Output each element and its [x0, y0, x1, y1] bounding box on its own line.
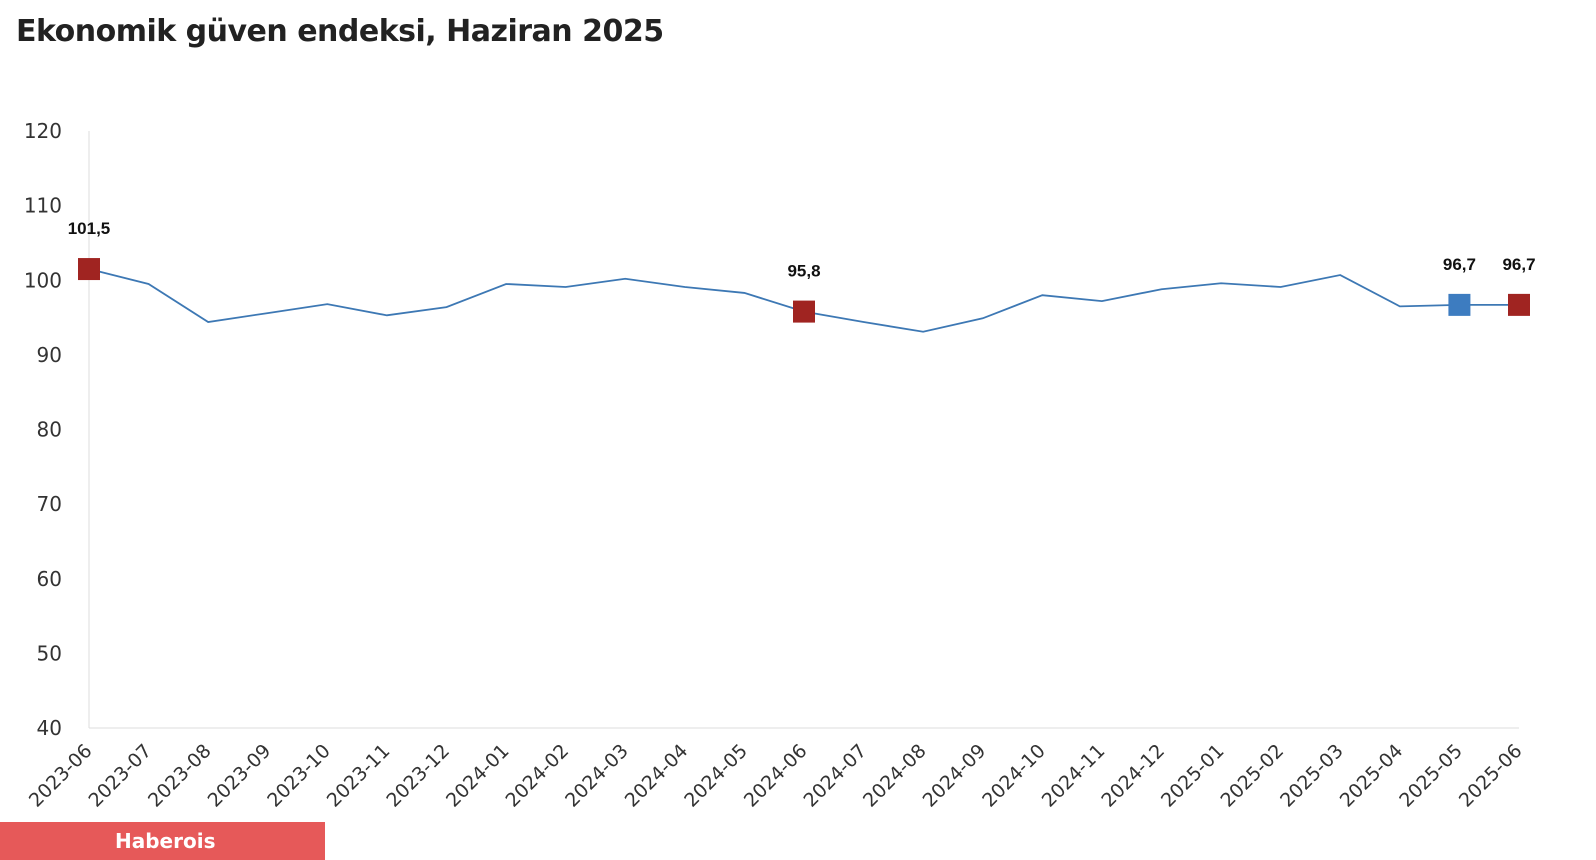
x-tick-label: 2023-09 — [204, 740, 276, 812]
x-tick-label: 2024-10 — [978, 740, 1050, 812]
x-tick-label: 2023-11 — [323, 740, 395, 812]
data-point-marker — [1508, 293, 1530, 316]
x-tick-label: 2023-08 — [144, 740, 216, 812]
x-tick-label: 2024-07 — [799, 740, 871, 812]
data-label: 96,7 — [1443, 255, 1476, 274]
y-tick-label: 50 — [37, 641, 62, 665]
x-tick-label: 2023-06 — [25, 740, 97, 812]
data-label: 95,8 — [787, 262, 820, 281]
y-tick-label: 90 — [37, 343, 62, 367]
x-tick-label: 2024-02 — [502, 740, 574, 812]
x-tick-label: 2024-09 — [919, 740, 991, 812]
y-tick-label: 100 — [24, 268, 62, 292]
y-tick-label: 110 — [24, 194, 62, 218]
chart-title: Ekonomik güven endeksi, Haziran 2025 — [16, 14, 664, 49]
y-tick-label: 70 — [37, 492, 62, 516]
data-point-marker — [78, 258, 100, 281]
x-tick-label: 2024-05 — [680, 740, 752, 812]
y-tick-label: 80 — [37, 418, 62, 442]
data-point-marker — [793, 300, 815, 323]
x-tick-label: 2024-06 — [740, 740, 812, 812]
x-tick-label: 2024-08 — [859, 740, 931, 812]
x-tick-label: 2023-10 — [263, 740, 335, 812]
x-tick-label: 2025-06 — [1455, 740, 1527, 812]
y-tick-label: 120 — [24, 119, 62, 143]
x-tick-label: 2025-01 — [1157, 740, 1229, 812]
x-tick-label: 2024-12 — [1097, 740, 1169, 812]
y-tick-label: 40 — [37, 716, 62, 740]
y-tick-label: 60 — [37, 567, 62, 591]
x-tick-label: 2023-07 — [84, 740, 156, 812]
watermark: Haberois — [0, 822, 325, 860]
x-tick-label: 2023-12 — [382, 740, 454, 812]
x-tick-label: 2025-02 — [1217, 740, 1289, 812]
x-tick-label: 2024-03 — [561, 740, 633, 812]
data-label: 101,5 — [68, 219, 111, 238]
data-point-marker — [1448, 293, 1471, 316]
x-tick-label: 2024-04 — [621, 740, 693, 812]
data-label: 96,7 — [1502, 255, 1535, 274]
x-tick-label: 2025-04 — [1336, 740, 1408, 812]
x-tick-label: 2025-05 — [1395, 740, 1467, 812]
x-tick-label: 2025-03 — [1276, 740, 1348, 812]
x-tick-label: 2024-11 — [1038, 740, 1110, 812]
watermark-text: Haberois — [115, 829, 216, 853]
x-tick-label: 2024-01 — [442, 740, 514, 812]
